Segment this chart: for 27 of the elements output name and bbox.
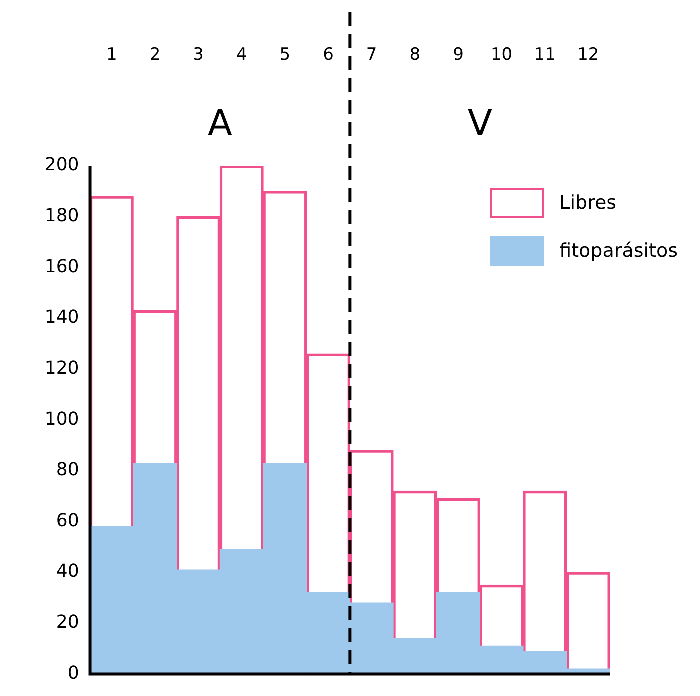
y-tick-label: 180	[44, 205, 80, 226]
y-tick-label: 160	[44, 256, 80, 278]
x-tick-label: 3	[193, 45, 204, 66]
x-tick-label: 11	[534, 45, 556, 66]
x-tick-label: 5	[280, 45, 291, 66]
x-tick-label: 7	[366, 45, 378, 66]
y-tick-label: 60	[56, 510, 80, 532]
x-tick-label: 6	[323, 45, 334, 66]
text: A	[208, 103, 233, 144]
y-tick-label: 80	[56, 460, 80, 481]
y-tick-label: 40	[56, 561, 80, 582]
legend-label: fitoparásitos	[560, 240, 678, 262]
y-tick-label: 200	[44, 154, 80, 176]
y-tick-label: 0	[68, 662, 80, 684]
y-tick-label: 120	[44, 358, 80, 379]
y-tick-label: 20	[56, 612, 80, 634]
x-tick-label: 4	[236, 45, 248, 66]
x-tick-label: 1	[106, 45, 118, 66]
x-tick-label: 9	[453, 45, 464, 66]
legend-label: Libres	[560, 192, 617, 214]
text: V	[468, 103, 493, 144]
x-tick-label: 10	[490, 45, 513, 66]
x-tick-label: 2	[150, 45, 161, 66]
y-tick-label: 140	[44, 307, 80, 328]
x-tick-label: 8	[410, 45, 421, 66]
y-tick-label: 100	[44, 408, 80, 430]
x-tick-label: 12	[578, 45, 600, 66]
